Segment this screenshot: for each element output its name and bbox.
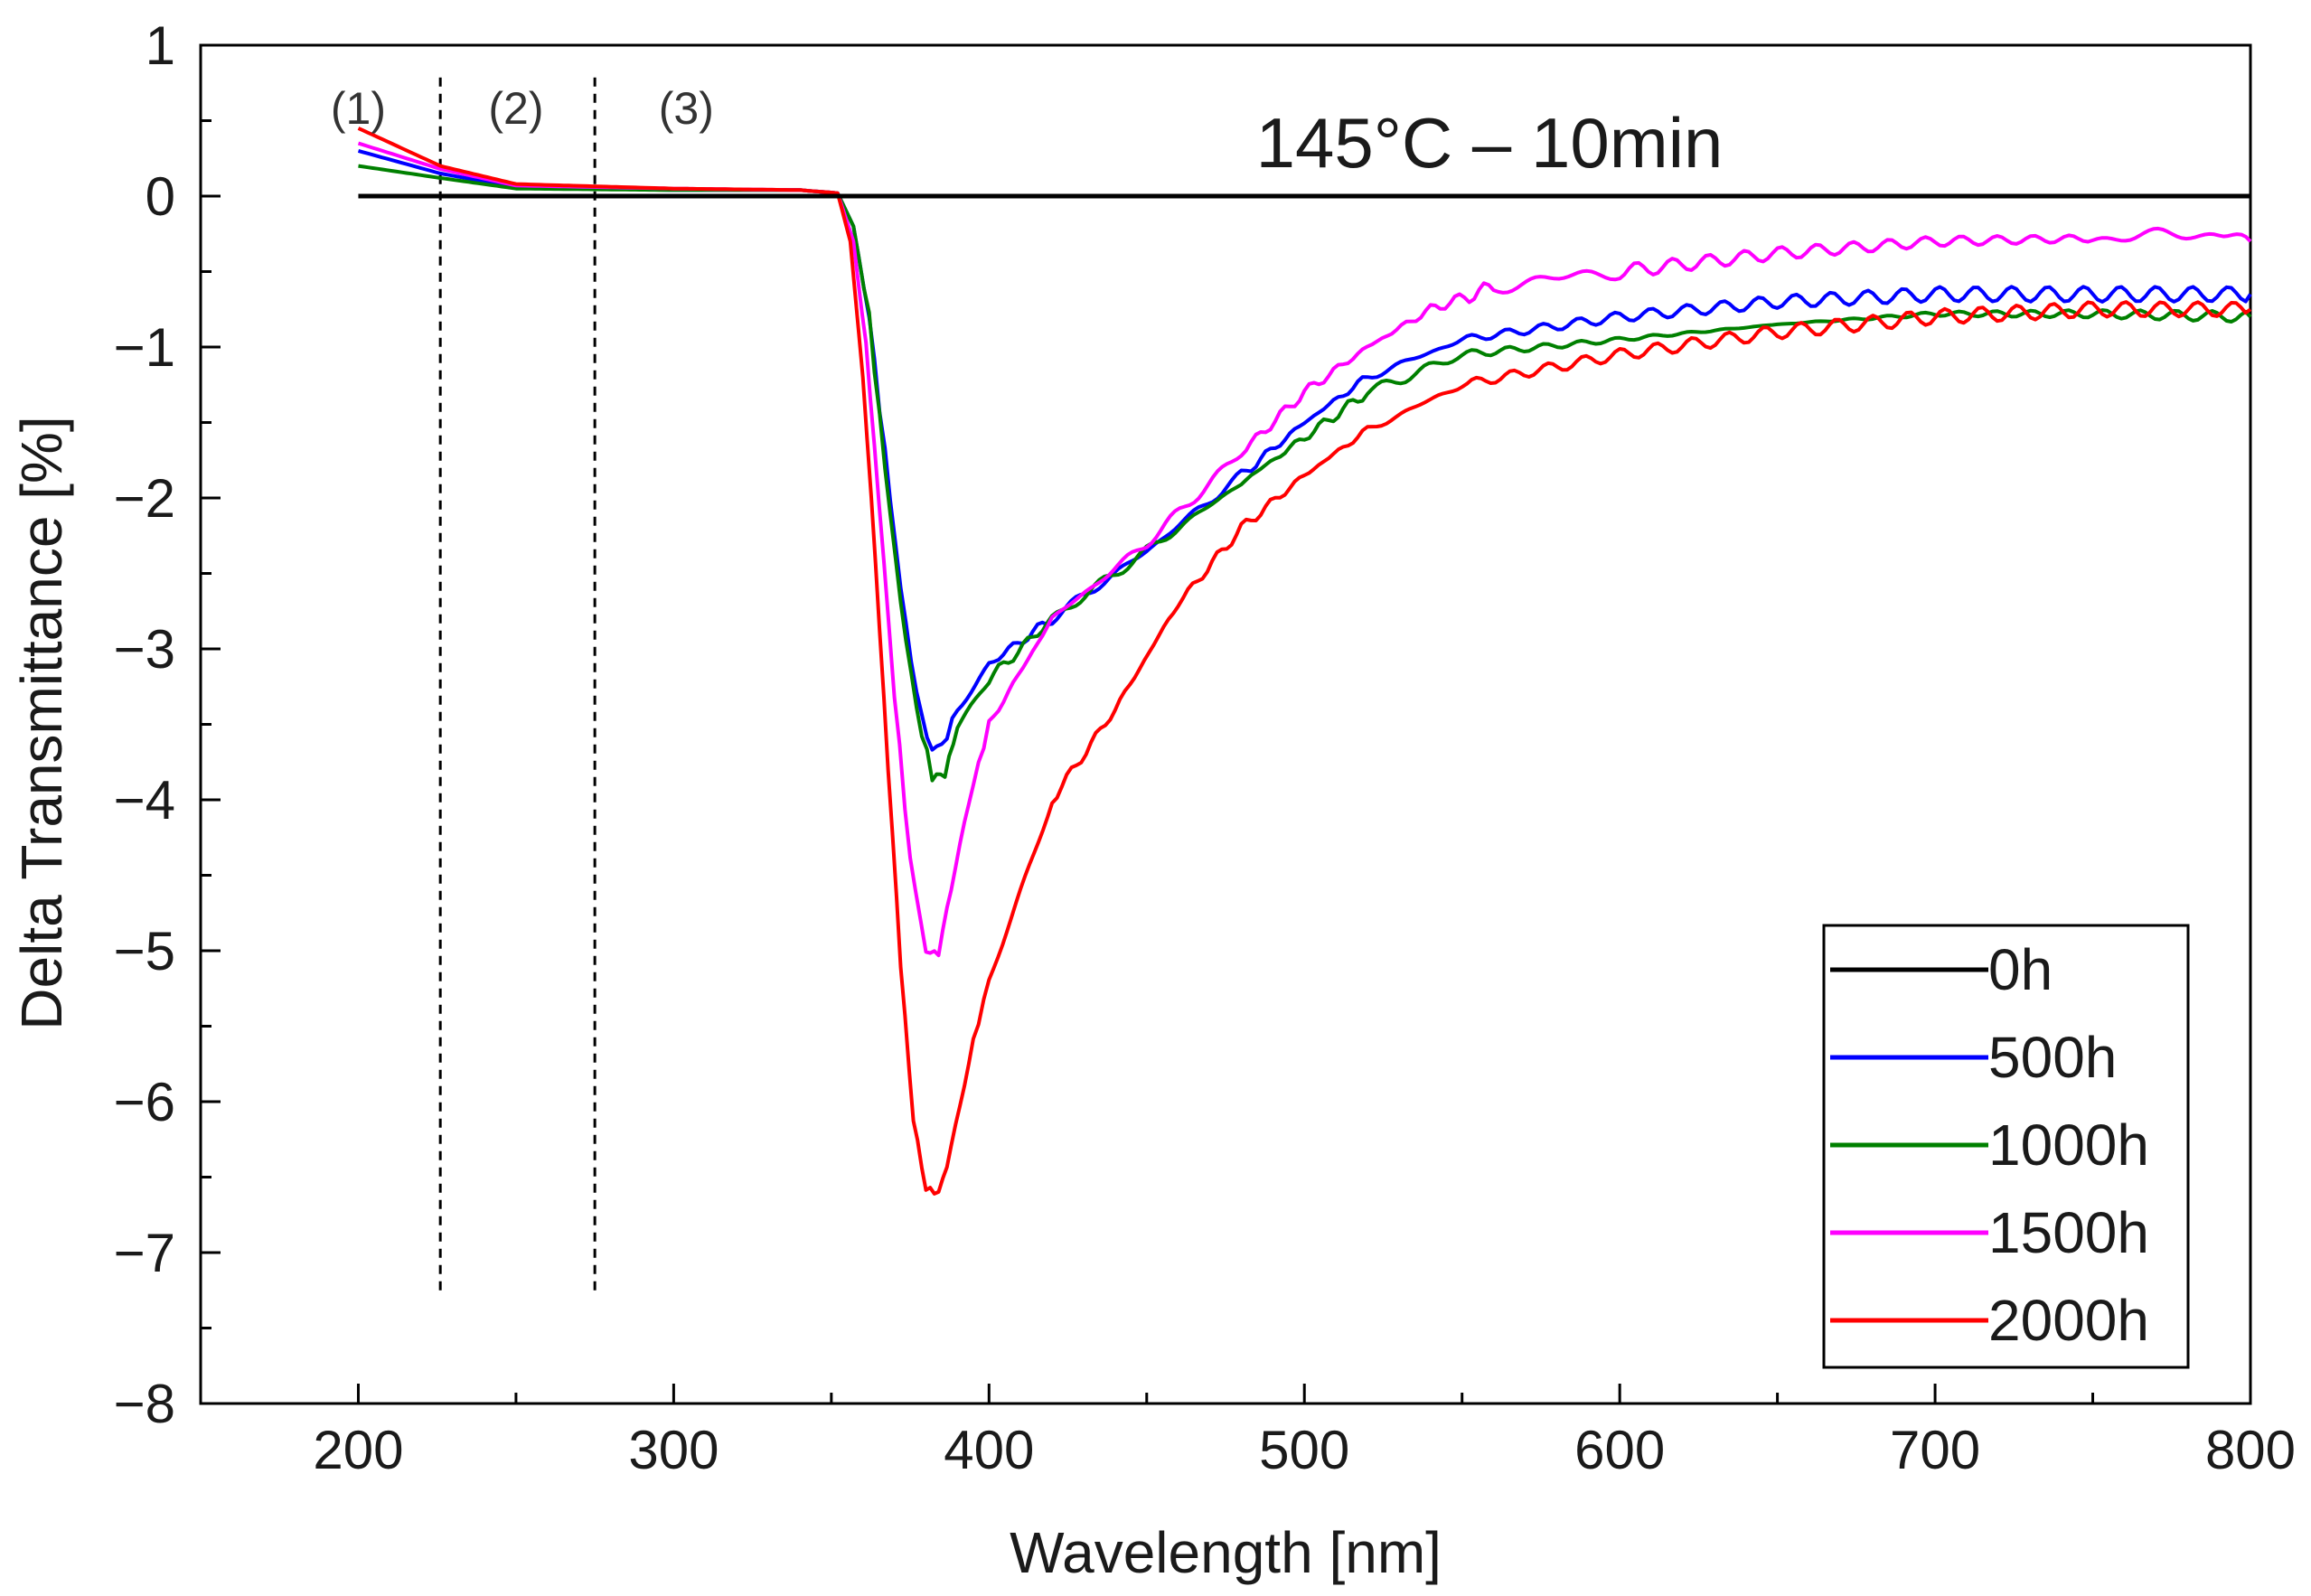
reference-lines (438, 75, 597, 1291)
legend: 0h 500h 1000h 1500h 2000h (1822, 924, 2190, 1369)
series-line-2000h (357, 127, 2252, 1196)
y-tick-label: −1 (114, 317, 175, 378)
x-tick-label: 700 (1890, 1420, 1980, 1480)
x-tick-label: 300 (628, 1420, 719, 1480)
x-tick-label: 600 (1574, 1420, 1665, 1480)
y-tick-label: 1 (146, 15, 175, 76)
y-tick-label: −3 (114, 619, 175, 680)
x-tick-label: 200 (313, 1420, 403, 1480)
legend-label-0h: 0h (1988, 937, 2053, 1002)
x-tick-label: 500 (1259, 1420, 1349, 1480)
legend-label-2000h: 2000h (1988, 1288, 2149, 1353)
y-tick-label: 0 (146, 166, 175, 227)
legend-label-1000h: 1000h (1988, 1113, 2149, 1178)
series-line-1000h (358, 164, 2252, 783)
y-tick-label: −8 (114, 1374, 175, 1434)
x-axis-ticks: 200 300 400 500 600 700 800 (313, 1384, 2296, 1480)
y-tick-label: −6 (114, 1072, 175, 1132)
series-layer (357, 127, 2252, 1196)
x-axis-title: Wavelength [nm] (1010, 1520, 1442, 1585)
series-line-500h (357, 148, 2252, 752)
y-tick-label: −2 (114, 468, 175, 529)
region-label: (3) (659, 83, 714, 134)
y-axis-title: Delta Transmittance [%] (9, 416, 74, 1029)
region-label: (2) (488, 83, 543, 134)
annotation-label: 145°C – 10min (1256, 103, 1724, 183)
x-tick-label: 800 (2205, 1420, 2296, 1480)
series-line-1500h (357, 141, 2252, 958)
y-tick-label: −5 (114, 921, 175, 981)
x-tick-label: 400 (944, 1420, 1034, 1480)
region-labels: (1) (2) (3) (331, 83, 714, 134)
y-axis-ticks: 1 0 −1 −2 −3 −4 −5 −6 −7 −8 (114, 15, 221, 1434)
region-label: (1) (331, 83, 386, 134)
legend-label-1500h: 1500h (1988, 1200, 2149, 1265)
legend-label-500h: 500h (1988, 1025, 2117, 1090)
y-tick-label: −7 (114, 1223, 175, 1283)
y-tick-label: −4 (114, 770, 175, 831)
